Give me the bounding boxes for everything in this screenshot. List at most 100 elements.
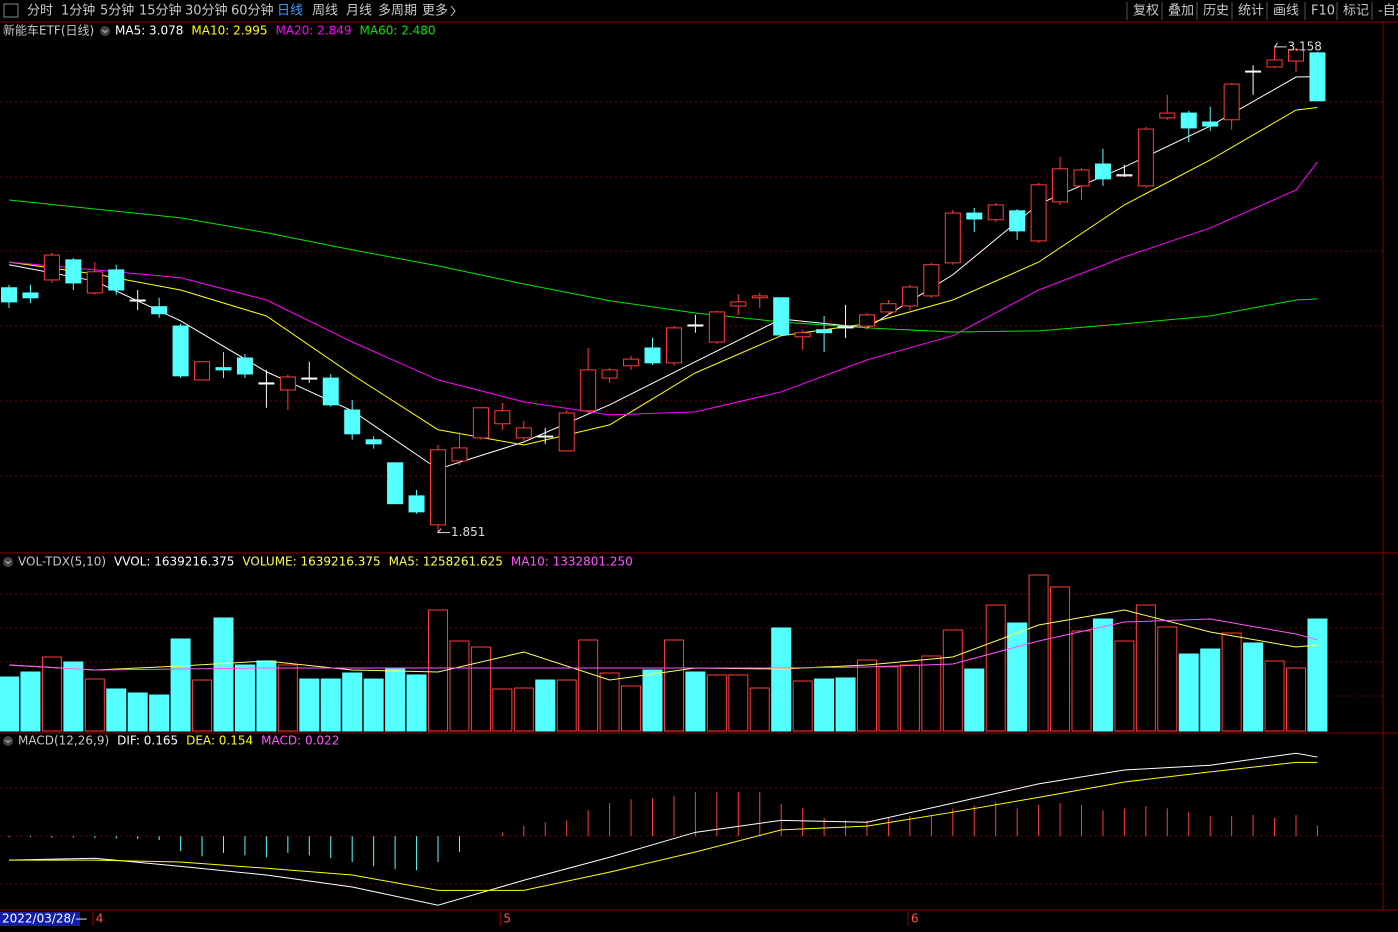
volume-bar — [878, 666, 899, 732]
toolbar-tab[interactable]: 5分钟 — [100, 3, 134, 19]
volume-bar — [685, 671, 706, 732]
menu-icon[interactable] — [3, 3, 19, 18]
legend-entry: VOLUME: 1639216.375 — [242, 555, 380, 569]
panel-icon[interactable] — [100, 26, 110, 36]
volume-bar — [406, 674, 427, 732]
candle-body — [1309, 52, 1326, 102]
toolbar-button[interactable]: 复权 — [1133, 3, 1159, 19]
volume-bar — [792, 680, 813, 732]
toolbar-tab[interactable]: 日线 — [277, 4, 303, 19]
toolbar-tab[interactable]: 周线 — [312, 4, 338, 19]
volume-bar — [63, 661, 84, 732]
toolbar-tab[interactable]: 月线 — [346, 4, 372, 19]
volume-bar — [578, 639, 599, 732]
candle-body — [1159, 112, 1176, 119]
legend-entry: MA60: 2.480 — [360, 24, 436, 38]
candle-body — [623, 358, 640, 367]
candle-body — [494, 410, 511, 425]
min-label: 1.851 — [451, 525, 485, 539]
candle-body — [687, 324, 704, 327]
legend-entry: MA10: 2.995 — [191, 24, 267, 38]
volume-bar — [41, 656, 62, 732]
volume-bar — [1243, 642, 1264, 732]
toolbar-tab[interactable]: 30分钟 — [185, 3, 228, 19]
toolbar-button[interactable]: F10 — [1311, 4, 1335, 19]
legend-entry: MA20: 2.849 — [275, 24, 351, 38]
volume-bar — [299, 678, 320, 732]
candle-body — [1266, 59, 1283, 68]
candle-body — [966, 212, 983, 220]
indicator-line — [8, 618, 1318, 671]
panel-icon[interactable] — [3, 736, 13, 746]
cursor-date-box — [0, 912, 80, 926]
panel-icon — [5, 739, 11, 744]
candle-body — [708, 311, 725, 343]
volume-bar — [814, 678, 835, 732]
volume-bar — [642, 669, 663, 732]
volume-bar — [985, 604, 1006, 732]
toolbar-button[interactable]: 统计 — [1238, 4, 1264, 19]
max-label: 3.158 — [1288, 39, 1322, 53]
volume-bar — [256, 660, 277, 732]
volume-bar — [1114, 640, 1135, 732]
candle-body — [515, 427, 532, 439]
toolbar-button[interactable]: 标记 — [1343, 4, 1369, 19]
indicator-line — [8, 107, 1318, 446]
volume-bar — [192, 679, 213, 732]
cursor-date: 2022/03/28/— — [2, 912, 87, 926]
candle-body — [430, 449, 446, 526]
candle-body — [172, 325, 189, 377]
candle-body — [22, 292, 39, 299]
candle-body — [387, 462, 404, 505]
volume-bar — [84, 678, 105, 732]
volume-bar — [599, 672, 620, 732]
volume-bar — [535, 679, 556, 732]
candle-body — [215, 367, 232, 371]
candle-body — [344, 409, 361, 435]
volume-bar — [1028, 574, 1049, 732]
volume-bar — [706, 674, 727, 732]
toolbar-tab[interactable]: 分时 — [27, 4, 53, 19]
more-chevron[interactable] — [450, 5, 456, 17]
min-arrow — [437, 528, 450, 534]
volume-bar — [385, 668, 406, 732]
volume-bar — [728, 674, 749, 732]
candle-body — [365, 439, 382, 445]
toolbar-tab[interactable]: 多周期 — [378, 3, 417, 19]
legend-entry: MA5: 1258261.625 — [389, 555, 503, 569]
volume-bar — [1007, 622, 1028, 732]
x-tick-label: 5 — [503, 912, 511, 926]
volume-bar — [149, 694, 170, 732]
candle-body — [580, 369, 597, 412]
volume-bar — [1135, 604, 1156, 732]
toolbar-tab[interactable]: 15分钟 — [139, 3, 182, 19]
volume-bar — [1307, 618, 1328, 732]
candle-body — [1, 287, 17, 303]
candle-body — [644, 347, 661, 364]
toolbar-button[interactable]: 画线 — [1273, 4, 1299, 19]
toolbar-button[interactable]: -自选 — [1378, 4, 1398, 19]
volume-bar — [492, 688, 513, 732]
toolbar-button[interactable]: 历史 — [1203, 4, 1229, 19]
candle-body — [1180, 112, 1197, 129]
volume-bar — [1264, 660, 1285, 732]
candle-body — [773, 297, 790, 336]
volume-bar — [363, 678, 384, 732]
candle-body — [730, 301, 747, 307]
volume-bar — [1050, 586, 1071, 732]
toolbar-tab[interactable]: 更多 — [422, 3, 448, 19]
panel-subtitle: VVOL: 1639216.375 — [114, 555, 234, 569]
volume-bar — [170, 638, 191, 732]
toolbar-button[interactable]: 叠加 — [1168, 4, 1194, 19]
panel-icon[interactable] — [3, 557, 13, 567]
volume-bar — [621, 685, 642, 732]
indicator-line — [8, 199, 1318, 333]
candle-body — [86, 271, 103, 294]
toolbar-tab[interactable]: 60分钟 — [231, 3, 274, 19]
candle-body — [129, 299, 146, 302]
volume-bar — [749, 687, 770, 732]
x-tick-label: 4 — [96, 912, 104, 926]
candle-body — [751, 295, 768, 299]
toolbar-tab[interactable]: 1分钟 — [61, 3, 95, 19]
